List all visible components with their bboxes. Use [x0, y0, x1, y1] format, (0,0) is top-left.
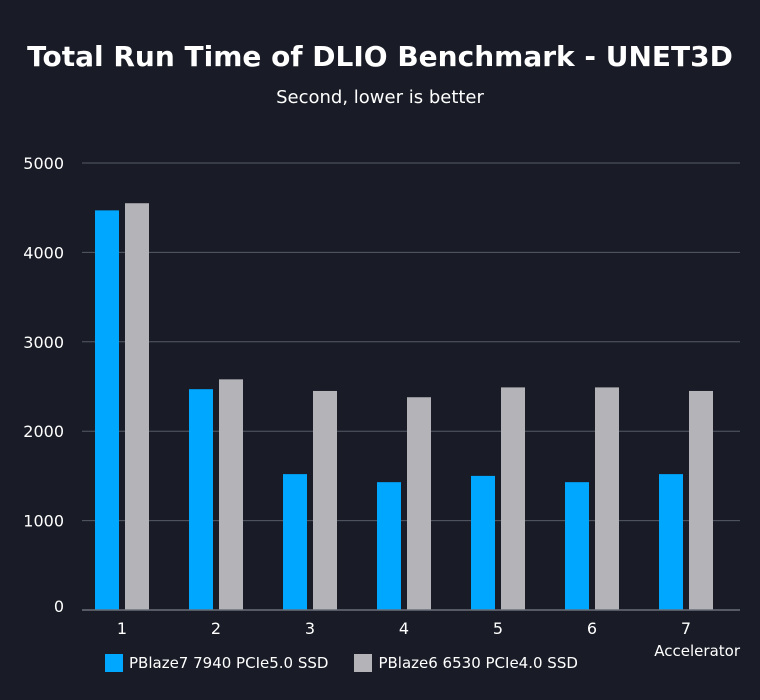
bar-series-2-cat-1	[125, 203, 149, 611]
y-tick-label: 3000	[23, 333, 64, 352]
y-tick-label: 4000	[23, 243, 64, 262]
bars	[95, 203, 713, 611]
bar-series-2-cat-2	[219, 379, 243, 610]
y-tick-label: 2000	[23, 422, 64, 441]
x-tick-label: 4	[399, 619, 409, 638]
bar-series-1-cat-3	[283, 474, 307, 610]
x-axis-label: Accelerator	[654, 642, 741, 660]
x-tick-label: 5	[493, 619, 503, 638]
bar-series-1-cat-1	[95, 210, 119, 610]
x-tick-label: 3	[305, 619, 315, 638]
legend-item-series-2: PBlaze6 6530 PCIe4.0 SSD	[354, 654, 578, 672]
bar-series-2-cat-7	[689, 390, 713, 610]
bar-series-1-cat-4	[377, 482, 401, 610]
bar-series-2-cat-5	[501, 387, 525, 610]
bar-series-1-cat-6	[565, 482, 589, 610]
x-tick-label: 2	[211, 619, 221, 638]
chart-subtitle: Second, lower is better	[276, 87, 484, 108]
legend-swatch-series-2	[354, 654, 373, 672]
x-tick-label: 7	[681, 619, 691, 638]
bar-series-2-cat-6	[595, 387, 619, 610]
bar-series-1-cat-7	[659, 474, 683, 610]
legend-swatch-series-1	[105, 654, 123, 672]
legend: PBlaze7 7940 PCIe5.0 SSD PBlaze6 6530 PC…	[105, 654, 604, 672]
y-tick-label: 0	[54, 597, 64, 616]
chart-title: Total Run Time of DLIO Benchmark - UNET3…	[27, 40, 733, 73]
bar-series-2-cat-3	[313, 390, 337, 610]
y-tick-labels: 0 1000 2000 3000 4000 5000	[23, 154, 64, 616]
x-tick-label: 1	[117, 619, 127, 638]
legend-label-series-2: PBlaze6 6530 PCIe4.0 SSD	[378, 654, 578, 672]
legend-item-series-1: PBlaze7 7940 PCIe5.0 SSD	[105, 654, 328, 672]
bar-series-1-cat-5	[471, 475, 495, 610]
x-tick-labels: 1 2 3 4 5 6 7	[117, 619, 691, 638]
y-tick-label: 1000	[23, 512, 64, 531]
legend-label-series-1: PBlaze7 7940 PCIe5.0 SSD	[129, 654, 329, 672]
bar-series-2-cat-4	[407, 397, 431, 610]
y-tick-label: 5000	[23, 154, 64, 173]
bar-series-1-cat-2	[189, 389, 213, 610]
x-tick-label: 6	[587, 619, 597, 638]
